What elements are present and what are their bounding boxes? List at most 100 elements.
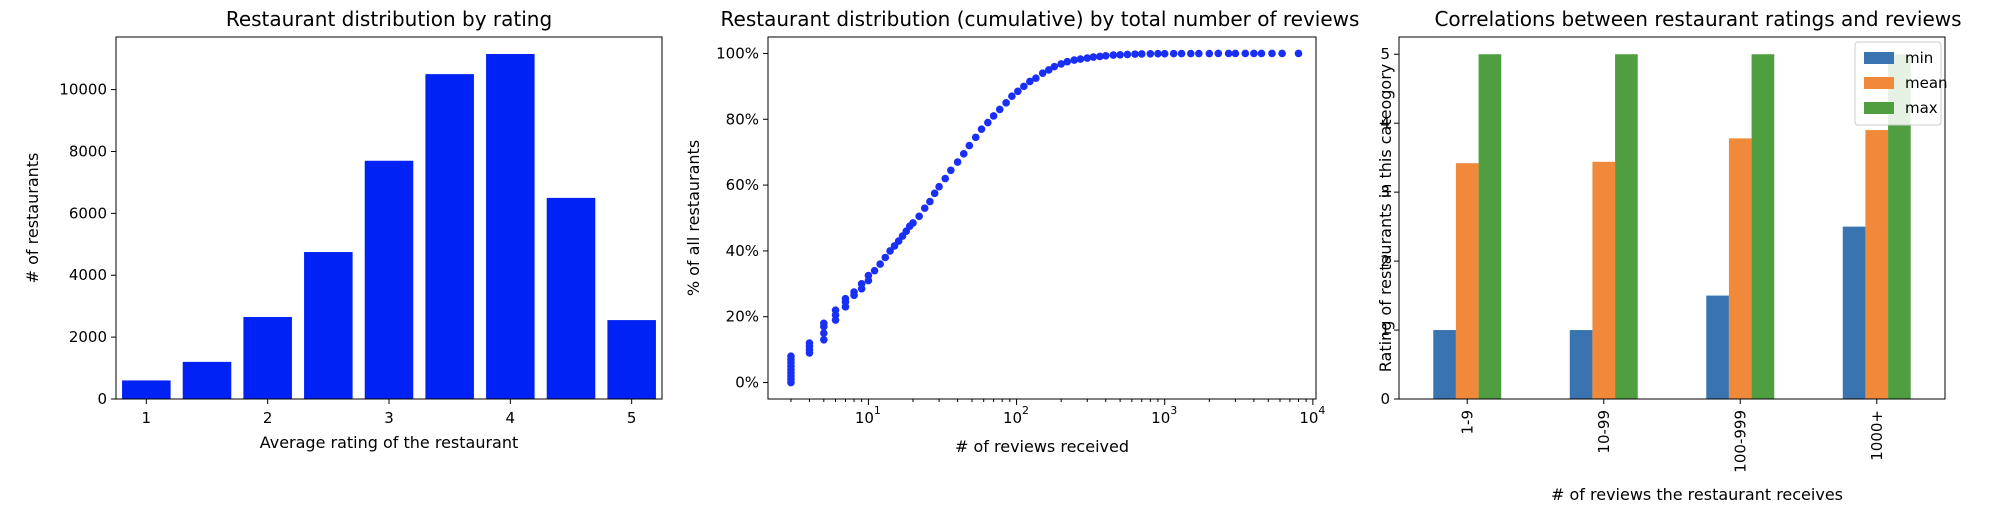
rating-bar [304, 252, 353, 399]
cumulative-point [935, 182, 943, 191]
rating-bar [364, 160, 414, 399]
cumulative-point [1257, 49, 1266, 58]
cumulative-point [1214, 49, 1223, 58]
cumulative-point [1278, 49, 1286, 58]
x-tick-label: 100-999 [1731, 410, 1749, 473]
rating-max-bar [1478, 54, 1502, 399]
y-tick-label: 10000 [59, 81, 107, 99]
cumulative-point [1160, 49, 1169, 58]
y-tick-label: 0 [1380, 390, 1390, 408]
cumulative-point [820, 329, 828, 337]
cumulative-point [959, 150, 968, 158]
legend-swatch-mean [1864, 77, 1894, 89]
rating-min-bar [1842, 226, 1866, 399]
x-tick-label: 5 [627, 409, 637, 427]
cumulative-point [947, 166, 955, 175]
ratings-vs-reviews-legend: min mean max [1854, 41, 1948, 126]
y-tick-label: 1 [1380, 321, 1390, 339]
cumulative-reviews-title: Restaurant distribution (cumulative) by … [721, 7, 1360, 31]
rating-histogram-title: Restaurant distribution by rating [226, 7, 552, 31]
cumulative-point [1008, 92, 1016, 101]
ratings-vs-reviews-ylabel: Rating of restaurants in this cateogory [1376, 64, 1395, 372]
legend-label-min: min [1905, 49, 1933, 67]
cumulative-point [1109, 51, 1118, 59]
y-tick-label: 20% [726, 308, 759, 326]
rating-histogram-ylabel: # of restaurants [23, 153, 42, 284]
cumulative-point [977, 125, 986, 133]
x-tick-label: 2 [263, 409, 273, 427]
cumulative-point [1137, 50, 1146, 58]
cumulative-reviews-panel: Restaurant distribution (cumulative) by … [684, 7, 1359, 456]
x-tick-label: 10 [1299, 409, 1318, 427]
ratings-vs-reviews-panel: Correlations between restaurant ratings … [1376, 7, 1962, 504]
ratings-vs-reviews-frame [1398, 36, 1946, 400]
x-tick-label: 10 [1003, 409, 1022, 427]
cumulative-point [857, 280, 866, 288]
y-tick-label: 0 [97, 390, 107, 408]
cumulative-reviews-xlabel: # of reviews received [955, 437, 1129, 456]
cumulative-point [1268, 49, 1276, 58]
cumulative-point [831, 306, 840, 314]
rating-min-bar [1706, 295, 1729, 399]
rating-min-bar [1433, 330, 1456, 399]
rating-bar [122, 380, 171, 399]
rating-mean-bar [1865, 130, 1889, 400]
rating-max-bar [1888, 54, 1911, 399]
y-tick-label: 5 [1380, 45, 1390, 63]
cumulative-point [1123, 50, 1132, 59]
cumulative-point [850, 288, 858, 296]
cumulative-point [1014, 87, 1022, 96]
cumulative-point [965, 141, 974, 150]
cumulative-point [1076, 55, 1085, 63]
cumulative-point [1050, 62, 1059, 71]
x-tick-label: 10 [1151, 409, 1170, 427]
cumulative-point [1096, 52, 1104, 61]
rating-bar [607, 320, 656, 399]
y-tick-label: 2 [1380, 252, 1390, 270]
cumulative-point [1241, 49, 1250, 58]
ratings-vs-reviews-title: Correlations between restaurant ratings … [1434, 7, 1961, 31]
cumulative-point [1177, 49, 1186, 58]
y-tick-label: 100% [716, 44, 759, 62]
rating-max-bar [1615, 54, 1638, 399]
cumulative-point [1131, 50, 1139, 58]
rating-mean-bar [1728, 138, 1752, 400]
cumulative-point [805, 339, 814, 347]
rating-histogram-xlabel: Average rating of the restaurant [260, 433, 519, 452]
cumulative-point [870, 266, 879, 275]
cumulative-point [1057, 60, 1065, 68]
cumulative-point [787, 352, 795, 361]
cumulative-point [881, 253, 890, 262]
cumulative-point [1169, 49, 1178, 58]
cumulative-point [1070, 56, 1079, 64]
cumulative-point [1116, 50, 1124, 59]
legend-label-mean: mean [1905, 74, 1948, 92]
cumulative-point [820, 319, 828, 328]
cumulative-point [989, 112, 998, 120]
cumulative-point [926, 197, 934, 206]
y-tick-label: 60% [726, 176, 759, 194]
y-tick-label: 4000 [69, 266, 107, 284]
cumulative-point [1154, 49, 1162, 58]
cumulative-point [1294, 49, 1303, 58]
cumulative-point [953, 158, 962, 166]
x-tick-exponent: 4 [1318, 404, 1325, 417]
cumulative-point [1083, 54, 1092, 62]
y-tick-label: 40% [726, 242, 759, 260]
rating-bar [425, 74, 474, 399]
y-tick-label: 8000 [69, 142, 107, 160]
cumulative-point [1231, 49, 1240, 58]
cumulative-point [876, 260, 884, 268]
y-tick-label: 4 [1380, 114, 1390, 132]
cumulative-point [1250, 49, 1258, 58]
cumulative-point [1032, 74, 1040, 82]
rating-mean-bar [1455, 163, 1479, 399]
cumulative-point [841, 294, 850, 303]
rating-bar [486, 54, 535, 400]
cumulative-point [886, 247, 894, 255]
y-tick-label: 3 [1380, 183, 1390, 201]
x-tick-label: 1-9 [1458, 410, 1476, 435]
cumulative-point [1044, 66, 1053, 74]
cumulative-point [995, 105, 1004, 114]
cumulative-point [984, 118, 992, 127]
